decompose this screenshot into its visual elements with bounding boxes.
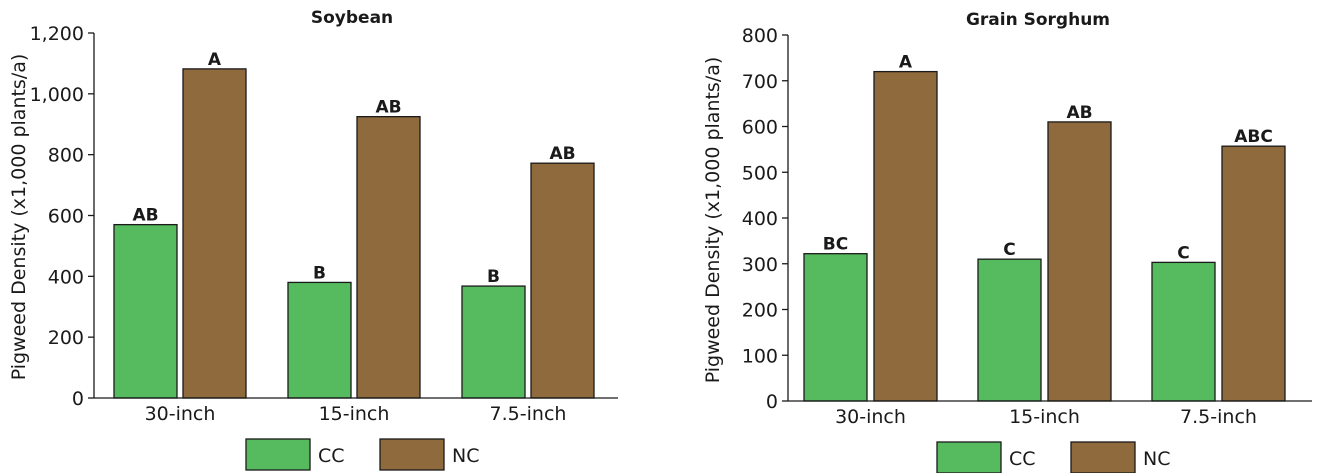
y-tick-label: 300: [742, 254, 778, 276]
significance-label: AB: [549, 144, 575, 164]
bar-cc-30-inch: [803, 253, 868, 402]
bar-cc-15-inch: [287, 281, 352, 399]
significance-label: AB: [375, 98, 401, 118]
legend-label-cc: CC: [318, 445, 345, 467]
chart-title: Grain Sorghum: [966, 10, 1110, 30]
y-tick-label: 700: [742, 71, 778, 93]
y-tick-label: 1,000: [30, 84, 84, 106]
bar-nc-15-inch: [356, 115, 421, 399]
bar-nc-30-inch: [182, 68, 247, 399]
y-tick-label: 600: [742, 117, 778, 139]
significance-label: C: [1177, 243, 1189, 263]
bar-nc-7.5-inch: [1221, 145, 1286, 402]
significance-label: B: [487, 267, 500, 287]
significance-label: BC: [823, 235, 848, 255]
x-tick-label: 30-inch: [835, 406, 906, 428]
bar-cc-15-inch: [977, 258, 1042, 402]
y-tick-label: 600: [48, 206, 84, 228]
soybean-chart: Soybean Pigweed Density (x1,000 plants/a)…: [8, 8, 618, 471]
y-tick-label: 800: [48, 145, 84, 167]
legend-swatch-nc: [1070, 441, 1136, 473]
legend-swatch-cc: [245, 438, 311, 471]
y-tick-label: 100: [742, 345, 778, 367]
bar-cc-7.5-inch: [1151, 261, 1216, 402]
y-tick-label: 0: [72, 388, 84, 410]
y-axis-title: Pigweed Density (x1,000 plants/a): [702, 57, 724, 384]
x-tick-label: 7.5-inch: [1180, 406, 1257, 428]
y-tick-label: 400: [48, 266, 84, 288]
significance-label: AB: [1066, 103, 1092, 123]
bar-nc-15-inch: [1047, 121, 1112, 402]
legend-label-cc: CC: [1009, 448, 1036, 470]
chart-title: Soybean: [311, 8, 393, 28]
legend-label-nc: NC: [1143, 448, 1170, 470]
y-tick-label: 400: [742, 208, 778, 230]
bar-nc-7.5-inch: [530, 162, 595, 399]
legend-swatch-nc: [379, 438, 445, 471]
y-tick-label: 800: [742, 25, 778, 47]
legend-label-nc: NC: [452, 445, 479, 467]
significance-label: A: [899, 53, 913, 73]
significance-label: B: [313, 263, 326, 283]
grain-sorghum-chart: Grain Sorghum Pigweed Density (x1,000 pla…: [702, 10, 1312, 473]
significance-label: A: [208, 50, 222, 70]
y-axis-title: Pigweed Density (x1,000 plants/a): [8, 54, 30, 381]
bar-cc-30-inch: [113, 223, 178, 399]
bar-cc-7.5-inch: [461, 285, 526, 399]
x-tick-label: 15-inch: [1009, 406, 1080, 428]
y-tick-label: 500: [742, 162, 778, 184]
y-tick-label: 1,200: [30, 23, 84, 45]
x-tick-label: 30-inch: [145, 403, 216, 425]
significance-label: C: [1003, 240, 1015, 260]
y-tick-label: 0: [766, 391, 778, 413]
y-tick-label: 200: [48, 327, 84, 349]
x-tick-label: 15-inch: [319, 403, 390, 425]
significance-label: ABC: [1234, 127, 1273, 147]
y-tick-label: 200: [742, 300, 778, 322]
legend-swatch-cc: [936, 441, 1002, 473]
bar-nc-30-inch: [873, 70, 938, 402]
x-tick-label: 7.5-inch: [490, 403, 567, 425]
significance-label: AB: [132, 206, 158, 226]
